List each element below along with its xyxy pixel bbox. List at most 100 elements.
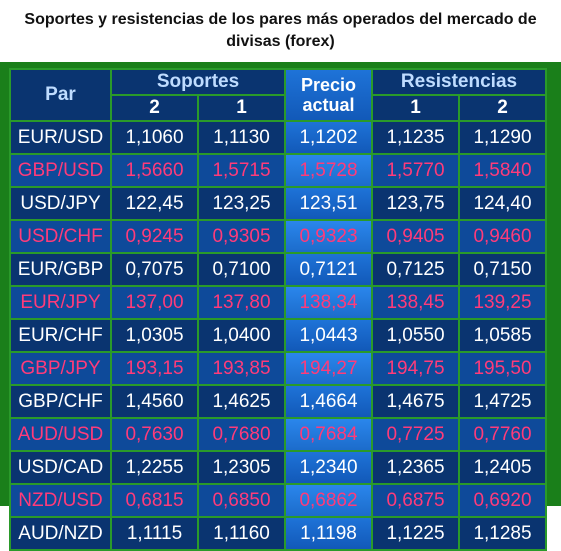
price-cell: 1,1198 [286,518,371,549]
resistance-2-cell: 195,50 [460,353,545,384]
support-2-cell: 0,7630 [112,419,197,450]
table-row: USD/JPY 122,45 123,25 123,51 123,75 124,40 [11,188,545,219]
support-2-cell: 1,1060 [112,122,197,153]
title-line-2: divisas (forex) [226,33,335,50]
price-cell: 0,9323 [286,221,371,252]
resistance-2-cell: 139,25 [460,287,545,318]
resistance-2-cell: 1,4725 [460,386,545,417]
price-cell: 0,7684 [286,419,371,450]
support-1-cell: 0,7100 [199,254,284,285]
resistance-1-cell: 1,2365 [373,452,458,483]
resistance-2-cell: 1,5840 [460,155,545,186]
price-cell: 0,6862 [286,485,371,516]
header-supports: Soportes [112,70,284,94]
header-pair: Par [11,70,110,120]
pair-cell: GBP/USD [11,155,110,186]
price-cell: 1,4664 [286,386,371,417]
resistance-1-cell: 0,7725 [373,419,458,450]
support-1-cell: 0,9305 [199,221,284,252]
resistance-2-cell: 124,40 [460,188,545,219]
support-1-cell: 193,85 [199,353,284,384]
resistance-2-cell: 0,9460 [460,221,545,252]
header-price: Precio actual [286,70,371,120]
pair-cell: EUR/GBP [11,254,110,285]
table-row: EUR/GBP 0,7075 0,7100 0,7121 0,7125 0,7150 [11,254,545,285]
header-resistance-2: 2 [460,96,545,120]
title-line-1: Soportes y resistencias de los pares más… [24,11,537,28]
support-1-cell: 0,7680 [199,419,284,450]
support-2-cell: 1,0305 [112,320,197,351]
resistance-1-cell: 1,1235 [373,122,458,153]
support-1-cell: 1,1130 [199,122,284,153]
price-cell: 0,7121 [286,254,371,285]
resistance-2-cell: 0,7150 [460,254,545,285]
pair-cell: USD/CHF [11,221,110,252]
pair-cell: GBP/JPY [11,353,110,384]
table-frame: Par Soportes Precio actual Resistencias … [0,62,561,551]
support-1-cell: 137,80 [199,287,284,318]
pair-cell: EUR/CHF [11,320,110,351]
pair-cell: GBP/CHF [11,386,110,417]
header-price-line2: actual [302,95,355,115]
table-body: EUR/USD 1,1060 1,1130 1,1202 1,1235 1,1290 GBP… [11,122,545,549]
pair-cell: NZD/USD [11,485,110,516]
page-title: Soportes y resistencias de los pares más… [0,0,561,62]
pair-cell: AUD/USD [11,419,110,450]
table-row: GBP/CHF 1,4560 1,4625 1,4664 1,4675 1,4725 [11,386,545,417]
price-cell: 138,34 [286,287,371,318]
price-cell: 1,0443 [286,320,371,351]
table-row: GBP/JPY 193,15 193,85 194,27 194,75 195,50 [11,353,545,384]
support-1-cell: 123,25 [199,188,284,219]
table-row: EUR/USD 1,1060 1,1130 1,1202 1,1235 1,1290 [11,122,545,153]
support-1-cell: 1,2305 [199,452,284,483]
pair-cell: USD/JPY [11,188,110,219]
price-cell: 1,1202 [286,122,371,153]
table-row: AUD/NZD 1,1115 1,1160 1,1198 1,1225 1,1285 [11,518,545,549]
support-2-cell: 122,45 [112,188,197,219]
support-1-cell: 1,5715 [199,155,284,186]
table-row: AUD/USD 0,7630 0,7680 0,7684 0,7725 0,7760 [11,419,545,450]
header-support-1: 1 [199,96,284,120]
support-2-cell: 0,7075 [112,254,197,285]
support-2-cell: 1,2255 [112,452,197,483]
resistance-1-cell: 1,4675 [373,386,458,417]
pair-cell: AUD/NZD [11,518,110,549]
table-row: GBP/USD 1,5660 1,5715 1,5728 1,5770 1,5840 [11,155,545,186]
pair-cell: USD/CAD [11,452,110,483]
price-cell: 194,27 [286,353,371,384]
resistance-2-cell: 0,7760 [460,419,545,450]
resistance-1-cell: 123,75 [373,188,458,219]
header-resistance-1: 1 [373,96,458,120]
price-cell: 123,51 [286,188,371,219]
resistance-1-cell: 0,9405 [373,221,458,252]
table-row: USD/CAD 1,2255 1,2305 1,2340 1,2365 1,2405 [11,452,545,483]
support-2-cell: 1,5660 [112,155,197,186]
support-2-cell: 193,15 [112,353,197,384]
header-support-2: 2 [112,96,197,120]
support-1-cell: 1,4625 [199,386,284,417]
resistance-1-cell: 1,5770 [373,155,458,186]
price-cell: 1,2340 [286,452,371,483]
support-2-cell: 0,9245 [112,221,197,252]
resistance-2-cell: 1,0585 [460,320,545,351]
resistance-2-cell: 0,6920 [460,485,545,516]
header-resistances: Resistencias [373,70,545,94]
support-2-cell: 1,4560 [112,386,197,417]
support-1-cell: 1,0400 [199,320,284,351]
table-row: NZD/USD 0,6815 0,6850 0,6862 0,6875 0,6920 [11,485,545,516]
support-2-cell: 0,6815 [112,485,197,516]
price-cell: 1,5728 [286,155,371,186]
table-row: EUR/CHF 1,0305 1,0400 1,0443 1,0550 1,0585 [11,320,545,351]
pair-cell: EUR/USD [11,122,110,153]
pair-cell: EUR/JPY [11,287,110,318]
resistance-1-cell: 194,75 [373,353,458,384]
table-row: USD/CHF 0,9245 0,9305 0,9323 0,9405 0,9460 [11,221,545,252]
resistance-2-cell: 1,1290 [460,122,545,153]
support-1-cell: 1,1160 [199,518,284,549]
support-2-cell: 137,00 [112,287,197,318]
table-row: EUR/JPY 137,00 137,80 138,34 138,45 139,25 [11,287,545,318]
resistance-1-cell: 138,45 [373,287,458,318]
resistance-2-cell: 1,1285 [460,518,545,549]
resistance-1-cell: 1,0550 [373,320,458,351]
resistance-1-cell: 0,6875 [373,485,458,516]
